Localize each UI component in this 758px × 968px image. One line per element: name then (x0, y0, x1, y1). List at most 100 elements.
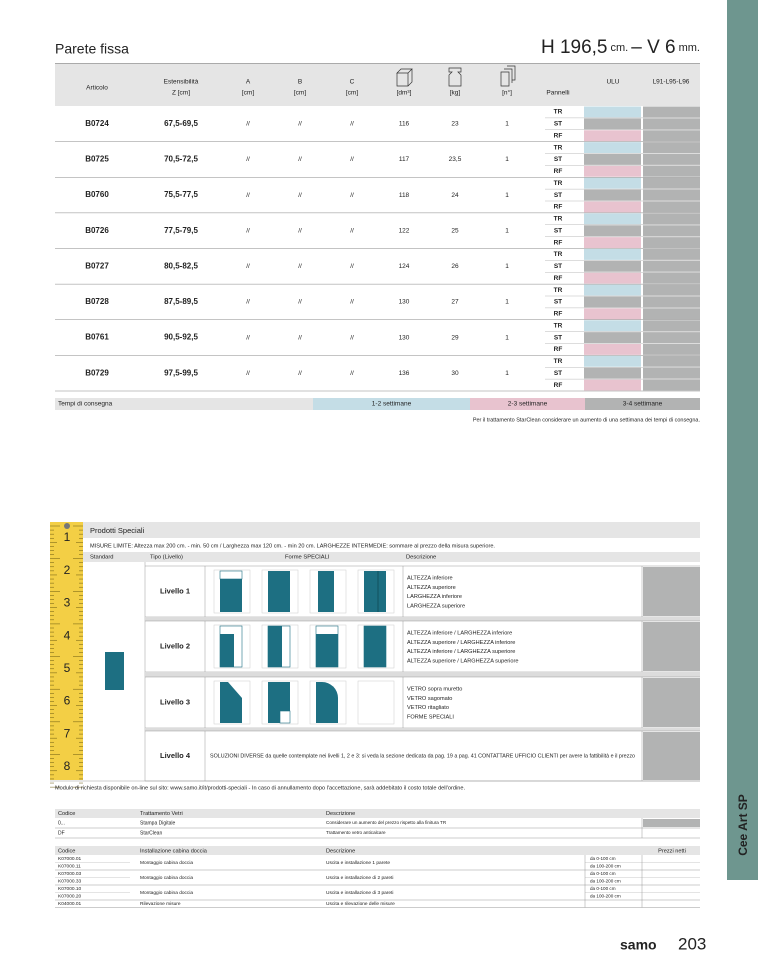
finish-ulu (584, 367, 641, 379)
level-description: ALTEZZA superiore / LARGHEZZA inferiore (407, 640, 515, 646)
treat-header-bg (55, 809, 700, 818)
finish-ulu (584, 106, 641, 118)
panel-code: RF (554, 311, 563, 318)
panel-code: ST (554, 263, 562, 270)
shape (220, 634, 234, 667)
extension-range: 87,5-89,5 (164, 297, 198, 306)
cell-weight: 30 (451, 370, 459, 377)
shape (364, 571, 386, 612)
finish-ulu (584, 308, 641, 320)
shape-frame (309, 624, 347, 669)
inst-range: da 100-200 cm (590, 863, 621, 868)
finish-l91 (643, 355, 700, 367)
finish-ulu (584, 332, 641, 343)
shape-frame (213, 624, 251, 669)
cell-volume: 136 (399, 370, 410, 377)
column-header: Articolo (86, 85, 108, 92)
level-description: SOLUZIONI DIVERSE da quelle contemplate … (210, 753, 635, 759)
cell-b: // (298, 299, 302, 306)
cell-b: // (298, 263, 302, 270)
cell-b: // (298, 156, 302, 163)
finish-l91 (643, 249, 700, 260)
panel-code: RF (554, 239, 563, 246)
cell-volume: 122 (399, 227, 410, 234)
finish-l91 (643, 237, 700, 248)
finish-l91 (643, 225, 700, 237)
finish-ulu (584, 355, 641, 367)
delivery-time: 2-3 settimane (508, 401, 548, 408)
finish-ulu (584, 237, 641, 248)
inst-column: Installazione cabina doccia (140, 848, 208, 854)
article-code: B0727 (85, 261, 109, 270)
shape-outline (219, 570, 243, 580)
article-code: B0724 (85, 119, 109, 128)
shape (364, 626, 386, 667)
delivery-time: 1-2 settimane (372, 401, 412, 408)
panel-code: ST (554, 370, 562, 377)
inst-range: da 0-100 cm (590, 871, 616, 876)
sidebar (727, 0, 758, 880)
cell-weight: 23 (451, 121, 459, 128)
article-code: B0725 (85, 155, 109, 164)
ruler-number: 2 (64, 563, 71, 577)
shape-frame (213, 680, 251, 725)
finish-l91 (643, 154, 700, 165)
delivery-label: Tempi di consegna (58, 401, 113, 408)
panel-code: RF (554, 132, 563, 139)
cell-count: 1 (505, 370, 509, 377)
level-description: FORME SPECIALI (407, 714, 454, 720)
finish-l91 (643, 308, 700, 320)
finish-ulu (584, 165, 641, 177)
inst-service: Montaggio cabina doccia (140, 875, 193, 881)
column-header: [kg] (450, 90, 461, 97)
column-header: C (350, 79, 355, 86)
extension-range: 70,5-72,5 (164, 155, 198, 164)
cell-c: // (350, 370, 354, 377)
cell-c: // (350, 299, 354, 306)
inst-code: K07000.10 (58, 886, 82, 892)
inst-service: Montaggio cabina doccia (140, 860, 193, 866)
finish-ulu (584, 284, 641, 296)
finish-l91 (643, 332, 700, 343)
special-column: Standard (90, 555, 114, 561)
cell-count: 1 (505, 227, 509, 234)
dimensions: H 196,5 cm. – V 6 mm. (541, 37, 700, 58)
level-description: LARGHEZZA inferiore (407, 594, 462, 600)
treat-column: Codice (58, 811, 75, 817)
cell-count: 1 (505, 121, 509, 128)
cell-a: // (246, 334, 250, 341)
cell-b: // (298, 334, 302, 341)
level-price (643, 567, 700, 616)
shape-frame (357, 680, 395, 725)
table-header-bg (55, 64, 700, 106)
ruler-number: 6 (64, 694, 71, 708)
finish-ulu (584, 344, 641, 355)
finish-ulu (584, 296, 641, 308)
inst-column: Prezzi netti (658, 848, 686, 854)
shape-frame (261, 624, 299, 669)
inst-service: Rilevazione misure (140, 901, 181, 907)
cell-a: // (246, 263, 250, 270)
finish-ulu (584, 260, 641, 272)
cell-a: // (246, 192, 250, 199)
panel-code: TR (554, 144, 563, 151)
special-footnote: Modulo di richiesta disponibile on-line … (55, 785, 465, 791)
article-code: B0761 (85, 333, 109, 342)
sidebar-label: Cee Art SP (736, 794, 750, 856)
finish-l91 (643, 272, 700, 284)
delivery-time: 3-4 settimane (623, 401, 663, 408)
panel-code: RF (554, 346, 563, 353)
shape (220, 682, 242, 723)
finish-l91 (643, 260, 700, 272)
shape-frame (357, 569, 395, 614)
cell-volume: 130 (399, 299, 410, 306)
shape (268, 571, 290, 612)
delivery-band (470, 398, 585, 410)
cell-b: // (298, 192, 302, 199)
ruler-number: 8 (64, 759, 71, 773)
shape-frame (213, 569, 251, 614)
panel-code: ST (554, 334, 562, 341)
finish-ulu (584, 130, 641, 142)
panel-code: RF (554, 168, 563, 175)
finish-l91 (643, 367, 700, 379)
